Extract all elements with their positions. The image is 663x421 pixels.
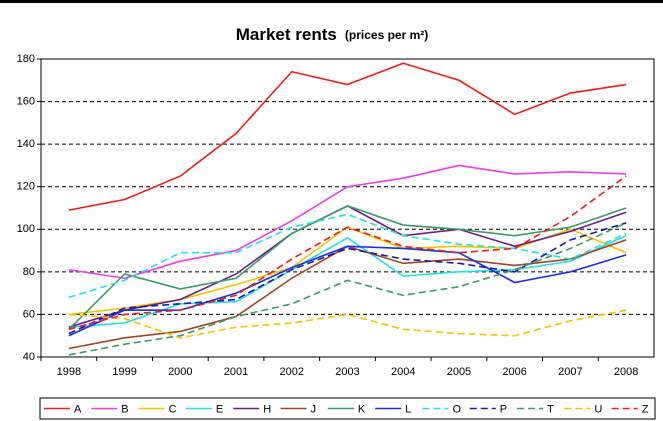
legend-label: C [169,403,177,415]
legend-label: O [452,403,461,415]
legend-label: J [311,403,317,415]
x-tick-label: 2008 [614,366,638,378]
legend-label: T [547,403,554,415]
chart-subtitle: (prices per m²) [345,28,428,42]
y-tick-label: 40 [23,351,35,363]
x-tick-label: 2004 [391,366,415,378]
series-line [68,205,627,330]
x-tick-label: 1998 [57,366,81,378]
series-line [68,222,627,356]
x-tick-label: 1999 [112,366,136,378]
series-line [68,222,627,335]
series-line [68,213,627,299]
legend-label: E [216,403,223,415]
y-tick-label: 100 [17,223,35,235]
x-tick-label: 2003 [335,366,359,378]
x-tick-label: 2000 [168,366,192,378]
legend-label: U [594,403,602,415]
legend-label: K [358,403,366,415]
x-tick-label: 2001 [224,366,248,378]
top-rule [0,0,663,3]
legend-frame [39,397,656,420]
legend-label: L [405,403,411,415]
chart-title: Market rents [236,25,337,44]
series-line [68,62,627,211]
plot-frame [40,58,655,358]
legend-label: A [74,403,82,415]
y-tick-label: 180 [17,53,35,65]
series-line [68,164,627,280]
series-line [68,226,627,316]
x-tick-label: 2007 [558,366,582,378]
series-line [68,175,627,331]
y-tick-label: 160 [17,95,35,107]
legend-label: H [263,403,271,415]
series-line [68,309,627,339]
x-tick-label: 2002 [280,366,304,378]
legend-label: P [500,403,507,415]
y-tick-label: 140 [17,138,35,150]
legend-label: Z [642,403,649,415]
chart-title-group: Market rents (prices per m²) [236,25,429,44]
x-tick-label: 2005 [447,366,471,378]
y-tick-label: 80 [23,266,35,278]
legend-label: B [121,403,128,415]
x-tick-label: 2006 [502,366,526,378]
series-line [68,245,627,337]
y-tick-label: 60 [23,308,35,320]
y-tick-label: 120 [17,181,35,193]
